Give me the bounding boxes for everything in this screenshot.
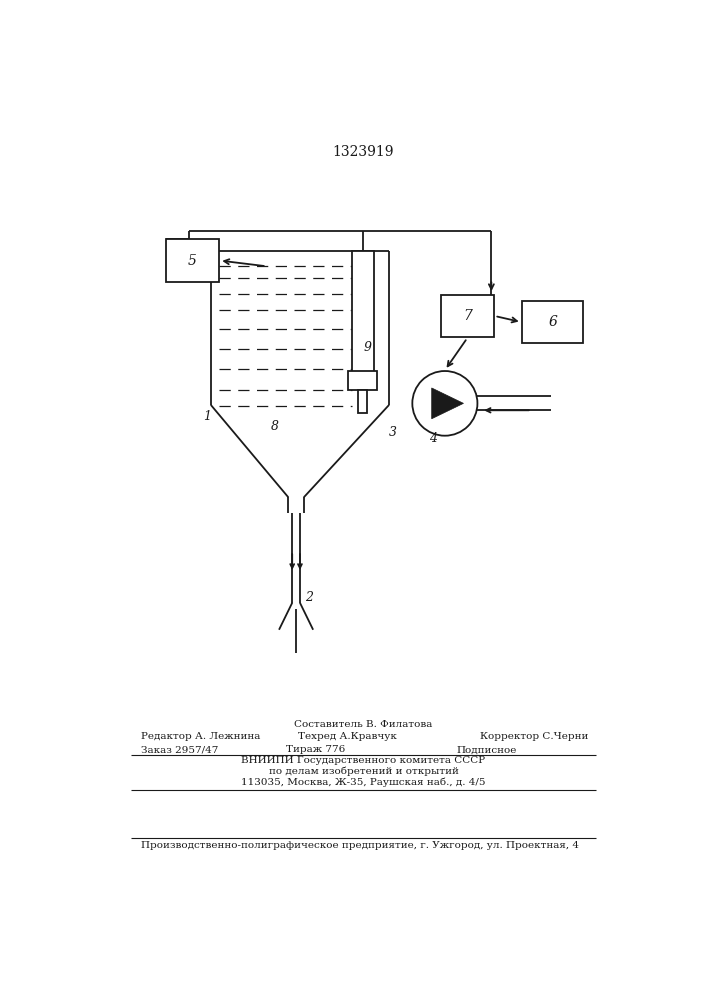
Text: 7: 7 bbox=[463, 309, 472, 323]
Text: Тираж 776: Тираж 776 bbox=[286, 745, 345, 754]
Text: Корректор С.Черни: Корректор С.Черни bbox=[480, 732, 588, 741]
Text: 1323919: 1323919 bbox=[332, 145, 394, 159]
Text: Техред А.Кравчук: Техред А.Кравчук bbox=[298, 732, 397, 741]
Text: 3: 3 bbox=[389, 426, 397, 439]
Text: 113035, Москва, Ж-35, Раушская наб., д. 4/5: 113035, Москва, Ж-35, Раушская наб., д. … bbox=[241, 777, 486, 787]
Bar bbox=[358, 389, 368, 413]
Text: Составитель В. Филатова: Составитель В. Филатова bbox=[294, 720, 433, 729]
Text: 5: 5 bbox=[188, 254, 197, 268]
Text: Подписное: Подписное bbox=[457, 745, 517, 754]
Bar bbox=[352, 251, 373, 376]
Text: 1: 1 bbox=[203, 410, 211, 423]
Text: 2: 2 bbox=[305, 591, 313, 604]
Text: 9: 9 bbox=[363, 341, 371, 354]
Text: 8: 8 bbox=[271, 420, 279, 433]
Bar bbox=[348, 371, 378, 389]
Text: 6: 6 bbox=[548, 315, 557, 329]
Polygon shape bbox=[432, 388, 464, 419]
Bar bbox=[441, 295, 493, 337]
Text: Производственно-полиграфическое предприятие, г. Ужгород, ул. Проектная, 4: Производственно-полиграфическое предприя… bbox=[141, 841, 579, 850]
Text: Редактор А. Лежнина: Редактор А. Лежнина bbox=[141, 732, 260, 741]
Circle shape bbox=[412, 371, 477, 436]
Bar bbox=[166, 239, 218, 282]
Text: Заказ 2957/47: Заказ 2957/47 bbox=[141, 745, 218, 754]
Text: ВНИИПИ Государственного комитета СССР: ВНИИПИ Государственного комитета СССР bbox=[241, 756, 486, 765]
Text: 4: 4 bbox=[429, 432, 438, 445]
Text: по делам изобретений и открытий: по делам изобретений и открытий bbox=[269, 767, 458, 776]
Bar bbox=[522, 301, 583, 343]
